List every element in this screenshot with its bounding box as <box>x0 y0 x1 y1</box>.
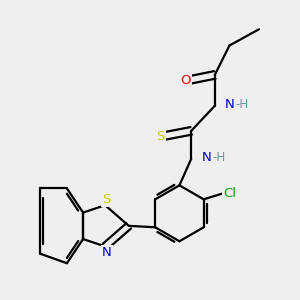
Text: -H: -H <box>236 98 249 111</box>
Text: N: N <box>225 98 235 111</box>
Text: S: S <box>156 130 164 143</box>
Text: O: O <box>180 74 190 87</box>
Text: Cl: Cl <box>223 187 236 200</box>
Text: -H: -H <box>212 151 226 164</box>
Text: N: N <box>202 151 212 164</box>
Text: S: S <box>102 194 111 206</box>
Text: N: N <box>102 246 112 259</box>
